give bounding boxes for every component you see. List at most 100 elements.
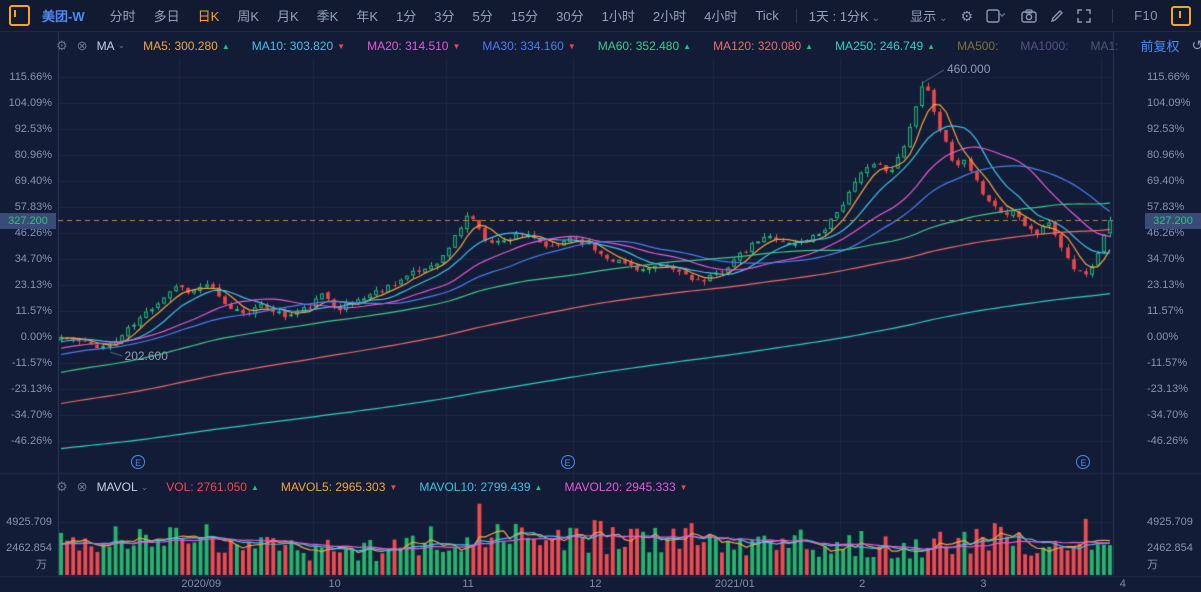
down-triangle-icon: ▼ <box>337 41 346 51</box>
volume-axis-label-right: 2462.854 <box>1147 542 1193 555</box>
mavol-item-label-value: VOL: 2761.050 <box>166 480 247 494</box>
y-axis-label-right: -23.13% <box>1147 382 1188 395</box>
ma-close-icon[interactable]: ⊗ <box>76 37 88 53</box>
earnings-marker-icon[interactable]: E <box>1076 455 1091 469</box>
period-tab-分时[interactable]: 分时 <box>109 9 136 24</box>
period-tab-2小时[interactable]: 2小时 <box>652 9 687 24</box>
period-tab-季K[interactable]: 季K <box>316 9 339 24</box>
symbol-title[interactable]: 美团-W <box>42 9 85 24</box>
volume-axis-label-left: 4925.709 <box>6 515 52 528</box>
ma-item-MA500[interactable]: MA500: <box>957 39 998 53</box>
x-axis-label: 4 <box>1119 578 1126 590</box>
toolbar-right-controls: 显示 ⌄ ⚙ F10 <box>910 5 1201 26</box>
chevron-down-icon: ⌄ <box>939 13 948 24</box>
draw-pencil-icon[interactable] <box>1050 9 1064 23</box>
ma-item-MA10[interactable]: MA10: 303.820 ▼ <box>252 39 345 53</box>
period-tab-Tick[interactable]: Tick <box>755 8 779 23</box>
x-axis-label: 12 <box>589 578 602 590</box>
up-triangle-icon: ▲ <box>927 41 936 51</box>
mavol-item-VOL[interactable]: VOL: 2761.050 ▲ <box>166 480 259 494</box>
up-triangle-icon: ▲ <box>805 41 814 51</box>
mavol-item-MAVOL5[interactable]: MAVOL5: 2965.303 ▼ <box>281 480 397 494</box>
period-tab-年K[interactable]: 年K <box>356 9 378 24</box>
period-tab-30分[interactable]: 30分 <box>556 9 584 24</box>
ma-settings-gear-icon[interactable]: ⚙ <box>56 37 68 53</box>
ma-item-label-value: MA20: 314.510 <box>367 38 449 53</box>
x-axis-label: 11 <box>462 578 474 590</box>
ma-item-MA120[interactable]: MA120: 320.080 ▲ <box>713 39 813 53</box>
period-tab-周K[interactable]: 周K <box>237 9 259 24</box>
chevron-down-icon: ⌄ <box>871 13 881 24</box>
ma-item-label-value: MA250: 246.749 <box>835 38 924 53</box>
y-axis-label-right: 23.13% <box>1147 279 1185 291</box>
period-tab-4小时[interactable]: 4小时 <box>704 9 738 24</box>
ma-item-label-value: MA120: 320.080 <box>713 38 802 53</box>
multi-period-combo[interactable]: 1天 : 1分K ⌄ <box>805 6 884 25</box>
y-axis-label-right: 0.00% <box>1147 331 1179 343</box>
toolbar-divider <box>1112 8 1114 23</box>
mavol-item-label-value: MAVOL5: 2965.303 <box>280 480 386 494</box>
forward-adjust-button[interactable]: 前复权 <box>1140 39 1180 54</box>
app-window-icon[interactable] <box>9 5 30 26</box>
mavol-close-icon[interactable]: ⊗ <box>76 479 88 494</box>
ma-item-label-value: MA500: <box>957 38 999 53</box>
undo-icon[interactable]: ↺ <box>1191 37 1201 53</box>
y-axis-label-right: 115.66% <box>1147 71 1190 84</box>
display-label: 显示 <box>910 9 937 24</box>
y-axis-label-right: 11.57% <box>1147 304 1184 317</box>
period-tab-1分[interactable]: 1分 <box>396 9 417 24</box>
y-axis-label-right: 46.26% <box>1147 227 1185 240</box>
x-axis-label: 3 <box>980 578 987 590</box>
y-axis-label-left: 115.66% <box>9 71 52 84</box>
settings-gear-icon[interactable]: ⚙ <box>960 7 974 24</box>
y-axis-label-left: -34.70% <box>11 408 52 421</box>
period-tab-多日[interactable]: 多日 <box>153 9 180 24</box>
layout-selector-icon[interactable] <box>986 8 1008 23</box>
ma-item-MA1000[interactable]: MA1000: <box>1020 39 1068 53</box>
ma-item-MA5[interactable]: MA5: 300.280 ▲ <box>143 39 230 53</box>
fullscreen-icon[interactable] <box>1077 8 1091 23</box>
volume-unit-left: 万 <box>36 559 47 571</box>
period-tab-3分[interactable]: 3分 <box>434 9 455 24</box>
x-axis-label: 2020/09 <box>181 578 222 590</box>
y-axis-label-right: -46.26% <box>1147 434 1188 447</box>
f10-button[interactable]: F10 <box>1134 8 1158 23</box>
y-axis-label-left: 46.26% <box>14 227 52 240</box>
ma-item-MA20[interactable]: MA20: 314.510 ▼ <box>367 39 460 53</box>
screenshot-camera-icon[interactable] <box>1021 8 1037 23</box>
down-triangle-icon: ▼ <box>567 41 576 51</box>
earnings-marker-icon[interactable]: E <box>131 455 146 469</box>
period-tab-月K[interactable]: 月K <box>276 9 299 24</box>
mavol-item-MAVOL20[interactable]: MAVOL20: 2945.333 ▼ <box>564 480 687 494</box>
ma-indicator-name[interactable]: MA <box>96 38 115 53</box>
period-tab-日K[interactable]: 日K <box>197 9 220 24</box>
volume-axis-label-right: 4925.709 <box>1147 515 1193 528</box>
toolbar-divider <box>795 8 797 23</box>
ma-item-MA30[interactable]: MA30: 334.160 ▼ <box>482 39 575 53</box>
high-price-label: 460.000 <box>947 62 991 76</box>
up-triangle-icon: ▲ <box>683 41 692 51</box>
mavol-indicator-name[interactable]: MAVOL <box>96 480 138 494</box>
period-tab-1小时[interactable]: 1小时 <box>601 9 635 24</box>
y-axis-label-left: 34.70% <box>14 253 52 265</box>
mavol-settings-gear-icon[interactable]: ⚙ <box>56 479 68 494</box>
display-menu[interactable]: 显示 ⌄ <box>910 6 947 25</box>
y-axis-label-right: 92.53% <box>1147 123 1185 136</box>
y-axis-label-left: 0.00% <box>20 331 52 343</box>
y-axis-label-right: 80.96% <box>1147 149 1185 162</box>
current-price-tag-left: 327.200 <box>0 212 56 229</box>
mavol-item-MAVOL10[interactable]: MAVOL10: 2799.439 ▲ <box>419 480 542 494</box>
y-axis-label-left: 57.83% <box>14 201 52 214</box>
y-axis-label-right: 57.83% <box>1147 201 1185 214</box>
period-tab-5分[interactable]: 5分 <box>472 9 493 24</box>
period-tab-15分[interactable]: 15分 <box>510 9 539 24</box>
ma-item-MA250[interactable]: MA250: 246.749 ▲ <box>835 39 935 53</box>
chevron-down-icon: ⌄ <box>117 40 126 50</box>
up-triangle-icon: ▲ <box>250 483 259 492</box>
indicator-window-icon[interactable] <box>1171 5 1191 26</box>
y-axis-label-left: -11.57% <box>11 357 52 369</box>
earnings-marker-icon[interactable]: E <box>560 455 575 469</box>
ma-item-MA1[interactable]: MA1: <box>1090 39 1118 53</box>
ma-item-MA60[interactable]: MA60: 352.480 ▲ <box>598 39 691 53</box>
